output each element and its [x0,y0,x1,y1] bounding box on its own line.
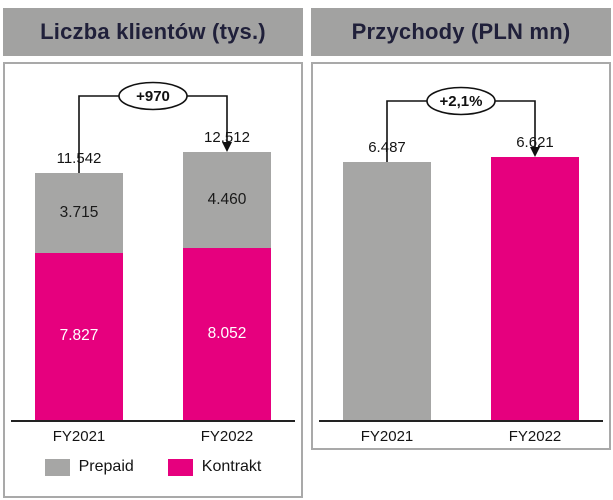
bar-fy2021: 3.715 7.827 [35,173,123,420]
legend-label: Kontrakt [201,458,262,475]
revenue-chart: +2,1% 6.487 FY2021 6.621 FY2022 [311,62,611,450]
bar-total-label: 6.487 [368,139,406,156]
segment-value-label: 4.460 [207,190,247,208]
clients-plot-area: 3.715 7.827 4.460 8.052 [5,152,301,420]
bar-total-label: 11.542 [56,150,102,167]
clients-panel-title: Liczba klientów (tys.) [40,19,266,44]
revenue-panel: Przychody (PLN mn) +2,1% 6.487 FY2021 6.62… [311,8,611,450]
bar-segment-kontrakt: 7.827 [35,252,123,420]
x-axis-line [11,420,295,422]
legend-swatch [44,458,70,476]
x-axis-label: FY2021 [360,428,414,445]
bar-total-label: 6.621 [516,134,554,151]
x-axis-label: FY2022 [200,428,254,445]
clients-panel-header: Liczba klientów (tys.) [3,8,303,56]
legend-item-kontrakt: Kontrakt [167,458,262,476]
bar-total-label: 12.512 [204,129,250,146]
bar-segment-kontrakt: 8.052 [183,247,271,420]
segment-value-label: 8.052 [207,324,247,342]
segment-value-label: 7.827 [59,327,99,345]
x-axis-label: FY2021 [52,428,106,445]
bar-segment-prepaid: 4.460 [183,152,271,248]
revenue-plot-area [313,157,609,420]
bar-segment-prepaid: 3.715 [35,173,123,253]
revenue-panel-header: Przychody (PLN mn) [311,8,611,56]
bar-fy2022 [491,157,579,420]
x-axis-line [319,420,603,422]
svg-text:+2,1%: +2,1% [440,93,483,110]
bar-fy2021 [343,162,431,420]
clients-chart: +970 3.715 7.827 4.460 8.052 Prepaid Kontrak… [3,62,303,498]
bar-segment-przychody [343,162,431,420]
clients-panel: Liczba klientów (tys.) +970 3.715 7.827 4.… [3,8,303,498]
chart-legend: Prepaid Kontrakt [5,458,301,476]
bar-segment-przychody [491,157,579,420]
svg-text:+970: +970 [136,88,170,105]
segment-value-label: 3.715 [59,203,99,221]
legend-swatch [167,458,193,476]
revenue-panel-title: Przychody (PLN mn) [351,19,571,44]
bar-fy2022: 4.460 8.052 [183,152,271,420]
legend-label: Prepaid [78,458,134,475]
x-axis-label: FY2022 [508,428,562,445]
legend-item-prepaid: Prepaid [44,458,134,476]
